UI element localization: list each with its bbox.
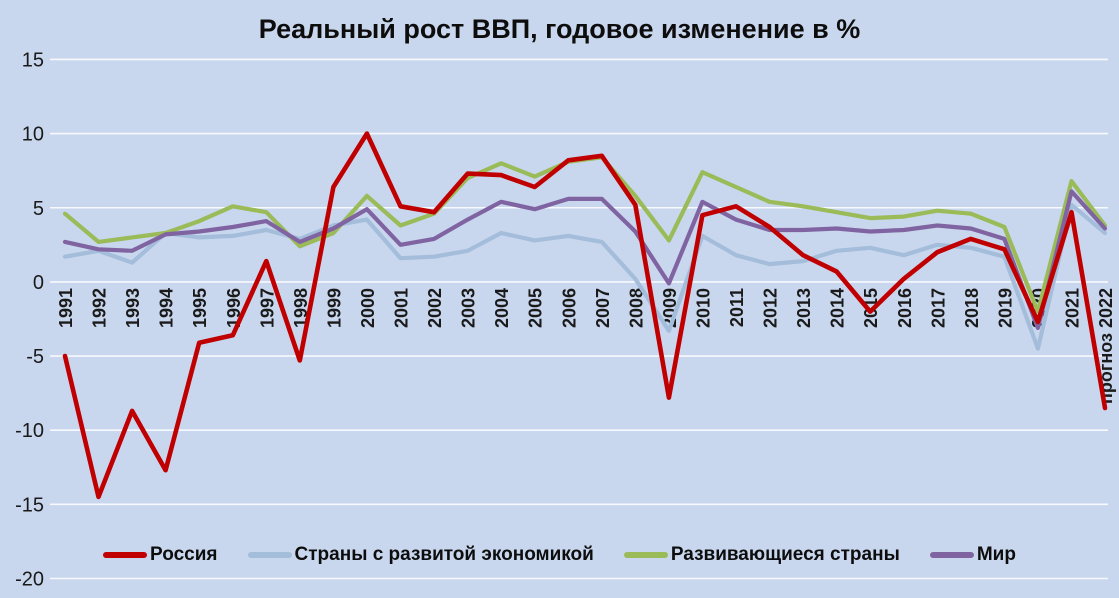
legend-swatch-world (929, 552, 974, 558)
x-axis-year-label: 2016 (895, 288, 915, 328)
y-axis-tick-label: 10 (22, 124, 44, 146)
legend-label-advanced-economies: Страны с развитой экономикой (294, 544, 594, 565)
x-axis-year-label: 2006 (559, 288, 579, 328)
chart-legend: Россия Страны с развитой экономикой Развив… (0, 539, 1119, 571)
y-axis-tick-label: -5 (26, 346, 44, 368)
legend-item-developing-countries: Развивающиеся страны (623, 544, 900, 566)
x-axis-year-label: 1995 (190, 288, 210, 328)
legend-item-advanced-economies: Страны с развитой экономикой (247, 544, 594, 566)
legend-swatch-russia (103, 552, 148, 558)
x-axis-year-label: 2008 (626, 288, 646, 328)
legend-label-world: Мир (976, 544, 1016, 565)
y-axis-tick-label: 15 (22, 49, 44, 71)
y-axis-tick-label: -10 (15, 420, 44, 442)
series-line-advanced-economies (62, 202, 1108, 351)
y-axis-tick-label: 5 (33, 198, 44, 220)
legend-swatch-developing-countries (623, 552, 668, 558)
y-axis-tick-label: -20 (15, 569, 44, 591)
x-axis-year-label: 2018 (962, 288, 982, 328)
x-axis-year-label: 2000 (358, 288, 378, 328)
x-axis-year-label: 1994 (157, 288, 177, 328)
legend-item-world: Мир (929, 544, 1016, 566)
legend-label-russia: Россия (150, 544, 218, 565)
x-axis-year-label: 1997 (257, 288, 277, 328)
x-axis-year-label: 1993 (123, 288, 143, 328)
x-axis-year-label: 2004 (492, 288, 512, 328)
x-axis-year-label: 2003 (459, 288, 479, 328)
x-axis-year-label: 2019 (995, 288, 1015, 328)
y-axis-tick-label: -15 (15, 494, 44, 516)
x-axis-year-label: 2010 (693, 288, 713, 328)
chart-title: Реальный рост ВВП, годовое изменение в % (258, 14, 861, 44)
x-axis-year-label: 1991 (56, 288, 76, 328)
x-axis-year-label: 2002 (425, 288, 445, 328)
legend-item-russia: Россия (103, 544, 218, 566)
x-axis-year-label: 2005 (526, 288, 546, 328)
series-line-russia (62, 131, 1108, 500)
legend-label-developing-countries: Развивающиеся страны (670, 544, 900, 565)
x-axis-year-label: 1999 (324, 288, 344, 328)
x-axis-year-label: 2007 (593, 288, 613, 328)
legend-swatch-advanced-economies (247, 552, 292, 558)
x-axis-year-label: 2021 (1063, 288, 1083, 328)
y-axis-tick-label: 0 (33, 272, 44, 294)
x-axis-year-label: 2011 (727, 288, 747, 327)
x-axis-year-label: 2013 (794, 288, 814, 328)
x-axis-year-label: 2012 (761, 288, 781, 328)
x-axis-year-label: 2001 (392, 288, 412, 328)
series-line-world (62, 189, 1108, 330)
x-axis-year-label: 2014 (828, 288, 848, 328)
x-axis-year-label: 2017 (928, 288, 948, 328)
x-axis-year-label: 1992 (90, 288, 110, 328)
